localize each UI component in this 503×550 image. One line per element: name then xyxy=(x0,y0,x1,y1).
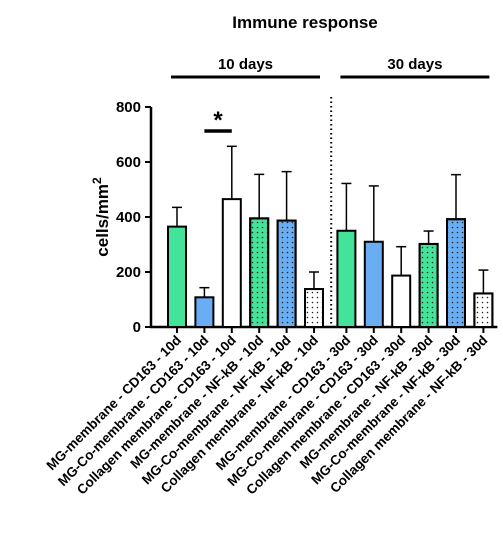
bar xyxy=(391,274,412,329)
y-axis-label-superscript: 2 xyxy=(90,177,104,184)
bar-pattern xyxy=(276,219,297,328)
bar xyxy=(167,225,187,328)
bar-pattern xyxy=(249,217,270,328)
chart-title: Immune response xyxy=(232,13,378,32)
bar-pattern xyxy=(473,292,494,329)
bar-pattern xyxy=(304,288,324,328)
bar xyxy=(336,229,357,328)
significance-marker: * xyxy=(213,107,223,134)
bar xyxy=(363,240,384,328)
y-tick-label: 0 xyxy=(133,319,141,336)
group-label: 10 days xyxy=(218,56,273,73)
y-tick-label: 200 xyxy=(116,264,141,281)
bar xyxy=(194,296,215,328)
y-axis-label: cells/mm2 xyxy=(90,177,112,257)
y-axis-label-text: cells/mm xyxy=(93,184,112,257)
bar-pattern xyxy=(446,218,466,328)
y-tick-label: 400 xyxy=(116,209,141,226)
y-tick-label: 800 xyxy=(116,99,141,116)
group-label: 30 days xyxy=(387,56,442,73)
bar-pattern xyxy=(418,242,439,328)
bar xyxy=(221,198,242,328)
y-tick-label: 600 xyxy=(116,154,141,171)
